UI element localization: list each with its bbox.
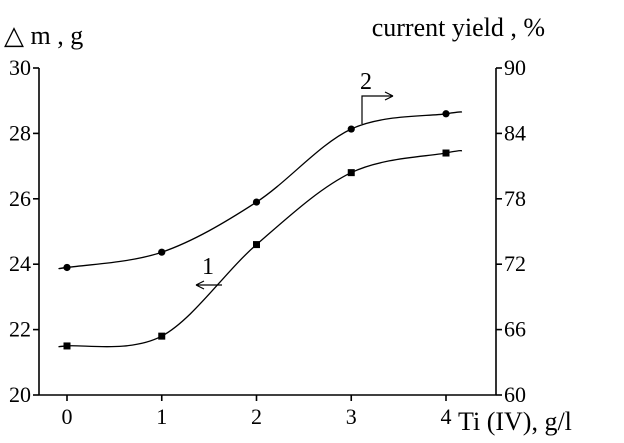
series-2-point [252,198,261,206]
y-right-tick-label: 78 [504,186,526,211]
series-1-point [253,241,260,249]
series-1-point [347,169,355,177]
x-ticks: 0 1 2 3 4 [62,395,452,429]
y-right-tick-label: 90 [504,55,526,80]
x-tick-label: 0 [62,404,73,429]
series-group [58,110,463,350]
x-tick-label: 4 [441,404,452,429]
x-tick-label: 2 [251,404,262,429]
series-pointers [195,91,394,290]
series-1-label: 1 [202,254,214,280]
y-right-tick-label: 60 [504,382,526,407]
y-right-tick-label: 72 [504,251,526,276]
right-ticks: 60 66 72 78 84 90 [496,55,526,407]
y-right-axis-title: current yield , % [372,13,545,42]
x-tick-label: 3 [346,404,357,429]
series-2-line [58,111,463,270]
y-left-tick-label: 20 [9,382,31,407]
y-left-tick-label: 28 [9,120,31,145]
series-2-point [442,110,450,118]
x-tick-label: 1 [156,404,167,429]
series-2-label: 2 [360,69,372,95]
series-1-point [63,342,71,350]
series-1-arrow [195,280,222,290]
y-left-tick-label: 30 [9,55,31,80]
y-right-tick-label: 84 [504,120,526,145]
y-left-axis-title: △ m , g [4,21,83,50]
y-right-tick-label: 66 [504,317,526,342]
axes [38,68,497,396]
series-2-point [158,248,166,256]
series-2-point [63,263,71,272]
y-left-tick-label: 24 [9,251,31,276]
series-1-point [158,332,166,340]
y-left-tick-label: 22 [9,317,31,342]
series-1-line [58,150,463,348]
series-2-point [347,125,355,133]
x-axis-title: Ti (IV), g/l [458,407,572,436]
series-2-arrow [361,91,394,124]
y-left-tick-label: 26 [9,186,31,211]
left-ticks: 20 22 24 26 28 30 [9,55,39,407]
series-1-point [442,149,450,157]
